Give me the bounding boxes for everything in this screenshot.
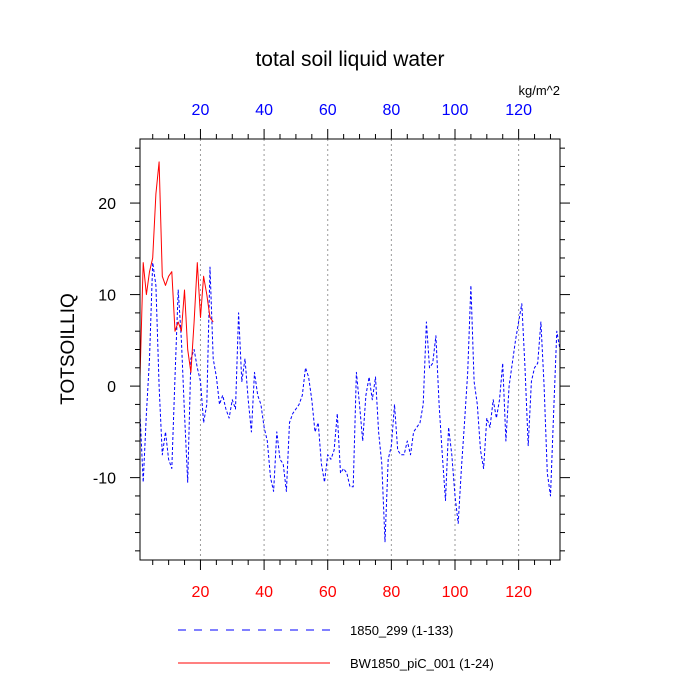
y-axis-label: TOTSOILLIQ (58, 293, 79, 405)
units-label: kg/m^2 (518, 83, 560, 98)
x-top-tick-label: 80 (382, 102, 400, 119)
x-top-tick-label: 100 (442, 102, 469, 119)
chart-title: total soil liquid water (255, 48, 444, 71)
series-line-1 (139, 262, 561, 543)
series-layer (139, 161, 561, 543)
y-tick-label: -10 (93, 471, 116, 488)
y-tick-label: 0 (107, 379, 116, 396)
legend-label-2: BW1850_piC_001 (1-24) (350, 656, 494, 671)
x-top-tick-label: 40 (255, 102, 273, 119)
x-tick-label: 100 (442, 584, 469, 601)
legend: 1850_299 (1-133) BW1850_piC_001 (1-24) (178, 623, 494, 671)
legend-label-1: 1850_299 (1-133) (350, 623, 453, 638)
x-tick-label: 80 (382, 584, 400, 601)
axis-layer: 20 20 40 40 60 60 80 80 100 100 120 120 -10 0 10 20 (93, 102, 570, 601)
x-top-tick-label: 120 (505, 102, 532, 119)
x-tick-label: 20 (192, 584, 210, 601)
x-tick-label: 120 (505, 584, 532, 601)
x-tick-label: 60 (319, 584, 337, 601)
x-top-tick-label: 20 (192, 102, 210, 119)
x-top-tick-label: 60 (319, 102, 337, 119)
plot-frame (139, 138, 561, 561)
x-tick-label: 40 (255, 584, 273, 601)
series-line-2 (139, 161, 214, 378)
y-tick-label: 20 (98, 196, 116, 213)
y-tick-label: 10 (98, 288, 116, 305)
grid-layer (199, 139, 520, 560)
